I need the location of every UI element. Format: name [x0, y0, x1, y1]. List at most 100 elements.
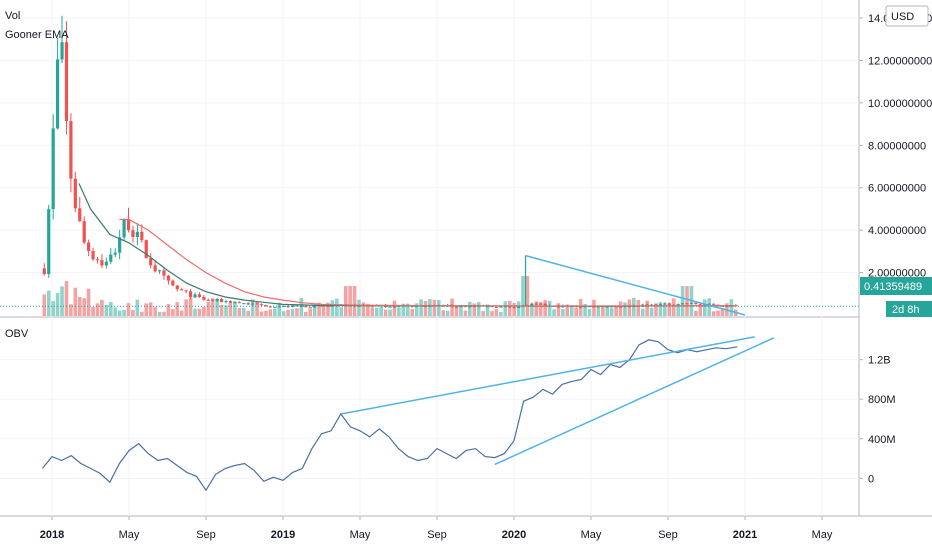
price-trendline-line[interactable]	[525, 254, 746, 316]
candle-body[interactable]	[490, 306, 494, 308]
candle-body[interactable]	[290, 305, 295, 308]
time-tick-label[interactable]: 2019	[271, 529, 295, 541]
candle-body[interactable]	[251, 303, 255, 305]
price-tick-label[interactable]: 4.00000000	[868, 225, 926, 237]
candle-body[interactable]	[707, 303, 711, 305]
volume-legend-label[interactable]: Vol	[5, 10, 20, 22]
candle-body[interactable]	[663, 303, 667, 305]
ema-legend-label[interactable]: Gooner EMA	[5, 29, 69, 41]
candle-body[interactable]	[645, 304, 649, 306]
candle-body[interactable]	[211, 299, 215, 301]
candle-body[interactable]	[175, 285, 179, 290]
candle-body[interactable]	[685, 303, 689, 305]
candle-body[interactable]	[255, 303, 259, 305]
candle-body[interactable]	[233, 302, 237, 304]
candle-body[interactable]	[304, 305, 308, 308]
candle-body[interactable]	[42, 268, 46, 275]
candle-body[interactable]	[485, 306, 490, 308]
candle-body[interactable]	[109, 254, 113, 262]
obv-legend-label[interactable]: OBV	[5, 328, 29, 340]
price-tick-label[interactable]: 10.00000000	[868, 98, 932, 110]
candle-body[interactable]	[698, 304, 702, 306]
candle-body[interactable]	[712, 303, 716, 305]
candle-body[interactable]	[313, 305, 317, 308]
candle-body[interactable]	[308, 307, 312, 309]
price-axis-ticks[interactable]: 14.0000000012.0000000010.000000008.00000…	[859, 13, 932, 280]
candle-body[interactable]	[51, 128, 55, 210]
candle-body[interactable]	[237, 302, 241, 304]
candle-body[interactable]	[503, 306, 507, 308]
candle-body[interactable]	[703, 304, 707, 306]
price-tick-label[interactable]: 6.00000000	[868, 183, 926, 195]
time-tick-label[interactable]: May	[119, 529, 140, 541]
candle-body[interactable]	[579, 306, 583, 308]
candle-body[interactable]	[78, 208, 82, 222]
candle-body[interactable]	[122, 219, 126, 238]
candle-body[interactable]	[592, 306, 596, 308]
obv-tick-label[interactable]: 1.2B	[868, 355, 891, 367]
candle-body[interactable]	[126, 219, 131, 231]
time-tick-label[interactable]: May	[812, 529, 833, 541]
price-tick-label[interactable]: 2.00000000	[868, 268, 926, 280]
candle-body[interactable]	[649, 304, 654, 306]
candle-body[interactable]	[277, 306, 281, 308]
candle-body[interactable]	[392, 306, 397, 308]
candle-body[interactable]	[171, 280, 175, 286]
candle-body[interactable]	[397, 305, 401, 307]
candle-body[interactable]	[539, 303, 543, 305]
candle-body[interactable]	[82, 221, 86, 243]
obv-trendlines[interactable]	[340, 336, 775, 466]
candle-body[interactable]	[206, 299, 210, 301]
candle-body[interactable]	[166, 275, 171, 281]
candle-body[interactable]	[162, 270, 166, 276]
obv-tick-label[interactable]: 400M	[868, 434, 896, 446]
time-tick-label[interactable]: Sep	[658, 529, 678, 541]
candle-body[interactable]	[415, 305, 419, 307]
obv-tick-label[interactable]: 0	[868, 473, 874, 485]
candle-body[interactable]	[596, 306, 600, 308]
candle-body[interactable]	[100, 260, 104, 266]
candle-body[interactable]	[91, 251, 95, 260]
time-tick-label[interactable]: Sep	[427, 529, 447, 541]
time-axis-ticks[interactable]: 2018 May Sep 2019 May Sep 2020 May Sep 2021 May	[40, 516, 833, 541]
candle-body[interactable]	[676, 304, 680, 306]
obv-trendline-1[interactable]	[340, 336, 755, 415]
candle-body[interactable]	[73, 178, 77, 209]
candle-body[interactable]	[282, 305, 286, 307]
candle-body[interactable]	[188, 291, 193, 298]
candle-body[interactable]	[95, 259, 100, 261]
candle-body[interactable]	[135, 231, 139, 237]
candle-body[interactable]	[605, 306, 609, 308]
candle-body[interactable]	[60, 42, 64, 60]
candle-body[interactable]	[184, 290, 188, 292]
candle-body[interactable]	[614, 306, 618, 308]
candle-body[interactable]	[610, 306, 614, 308]
candle-body[interactable]	[512, 307, 516, 309]
time-tick-label[interactable]: May	[350, 529, 371, 541]
currency-label[interactable]: USD	[891, 11, 914, 23]
candle-body[interactable]	[242, 303, 246, 305]
candle-body[interactable]	[680, 303, 685, 305]
price-tick-label[interactable]: 8.00000000	[868, 140, 926, 152]
currency-box[interactable]	[885, 5, 929, 27]
time-tick-label[interactable]: 2021	[733, 529, 757, 541]
candle-body[interactable]	[69, 121, 73, 179]
price-tick-label[interactable]: 12.00000000	[868, 55, 932, 67]
time-tick-label[interactable]: Sep	[196, 529, 216, 541]
candle-body[interactable]	[295, 305, 299, 307]
candle-body[interactable]	[47, 209, 51, 275]
candle-body[interactable]	[583, 306, 587, 308]
candle-body[interactable]	[423, 305, 428, 307]
candle-body[interactable]	[215, 299, 219, 301]
candle-body[interactable]	[694, 302, 698, 305]
candle-body[interactable]	[131, 230, 135, 237]
candle-body[interactable]	[140, 231, 144, 241]
candle-body[interactable]	[264, 304, 268, 307]
time-tick-label[interactable]: May	[581, 529, 602, 541]
candle-body[interactable]	[534, 303, 538, 305]
candle-body[interactable]	[618, 306, 623, 308]
candle-body[interactable]	[180, 289, 184, 291]
price-trendline[interactable]	[525, 254, 746, 316]
candle-body[interactable]	[259, 304, 264, 306]
candle-body[interactable]	[268, 306, 272, 308]
